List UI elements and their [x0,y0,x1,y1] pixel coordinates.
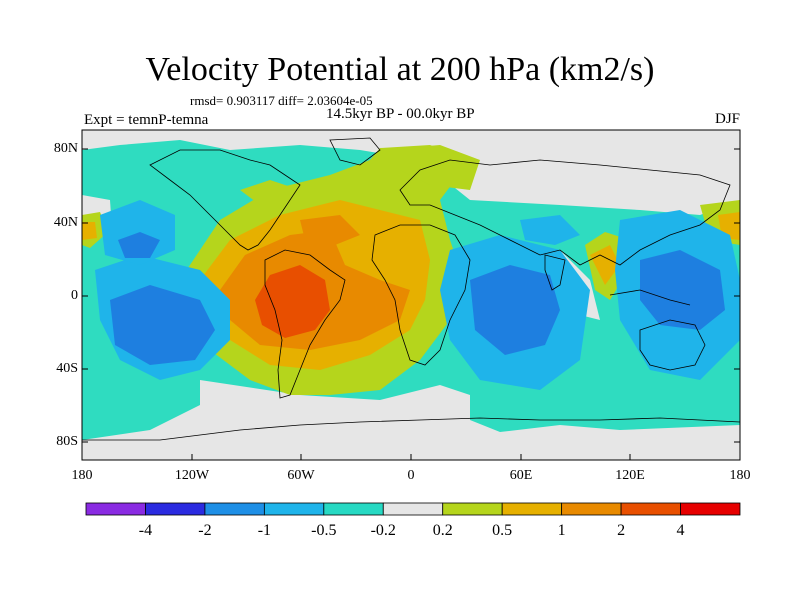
coast-south-america [264,249,346,399]
coast-indonesia [609,289,691,306]
x-tick-label: 120W [174,468,210,483]
moderate-positive-region-asia [590,245,620,285]
colorbar-swatch [442,502,503,516]
coast-north-america [149,149,301,251]
coast-india [544,254,566,291]
moderate-positive-region-dateline [82,222,97,240]
coast-australia [639,319,706,371]
experiment-label: Expt = temnP-temna [84,112,209,128]
x-tick-label: 180 [729,468,751,483]
colorbar-label: -1 [257,522,272,539]
colorbar-label: 0.2 [432,522,453,539]
x-tick-label: 60W [287,468,315,483]
x-tick-label: 120E [615,468,645,483]
colorbar-swatch [680,502,741,516]
x-tick-label: 0 [407,468,415,483]
x-tick-label: 180 [71,468,93,483]
positive-region-europe [380,145,480,190]
y-tick-label: 40S [56,361,78,376]
colorbar-label: 4 [676,522,685,539]
colorbar-swatch [85,502,146,516]
colorbar-swatch [620,502,681,516]
coast-eurasia [399,159,731,266]
colorbar-label: -0.5 [311,522,337,539]
colorbar-swatch [323,502,384,516]
colorbar-label: -0.2 [370,522,396,539]
positive-region-north-america [240,180,300,205]
coast-greenland [329,137,381,166]
colorbar-swatch [263,502,325,516]
colorbar-swatch [145,502,206,516]
colorbar-swatch [561,502,622,516]
colorbar-label: 1 [557,522,566,539]
colorbar-swatch [382,502,444,516]
negative-region-asia [520,215,580,245]
colorbar-swatch [204,502,265,516]
strong-negative-region-maritime [640,250,725,330]
period-label: 14.5kyr BP - 00.0kyr BP [326,106,475,122]
negative-region-north-pacific [100,200,175,265]
strong-negative-region-south-pacific [110,285,215,365]
colorbar [85,502,741,516]
coastlines [82,137,740,441]
y-tick-label: 80S [56,434,78,449]
contour-field [82,130,740,460]
colorbar-swatch [501,502,563,516]
colorbar-label: -4 [138,522,153,539]
strong-negative-region-north-pacific [118,232,160,258]
map-title: Velocity Potential at 200 hPa (km2/s) [145,51,655,88]
stats-label: rmsd= 0.903117 diff= 2.03604e-05 [190,93,373,108]
coast-antarctica [82,417,740,441]
strong-positive-region-caribbean [300,215,360,245]
axis-ticks [81,148,741,460]
strong-negative-region-indian-ocean [470,265,560,355]
y-tick-label: 40N [53,215,78,230]
colorbar-label: 0.5 [492,522,513,539]
x-tick-label: 60E [509,468,533,483]
neutral-region-north [82,130,740,215]
colorbar-label: -2 [198,522,212,539]
coast-africa [371,224,471,366]
y-tick-label: 0 [71,288,78,303]
y-tick-label: 80N [53,141,78,156]
maximum-positive-region [255,265,330,338]
season-label: DJF [714,111,740,127]
colorbar-label: 2 [617,522,626,539]
